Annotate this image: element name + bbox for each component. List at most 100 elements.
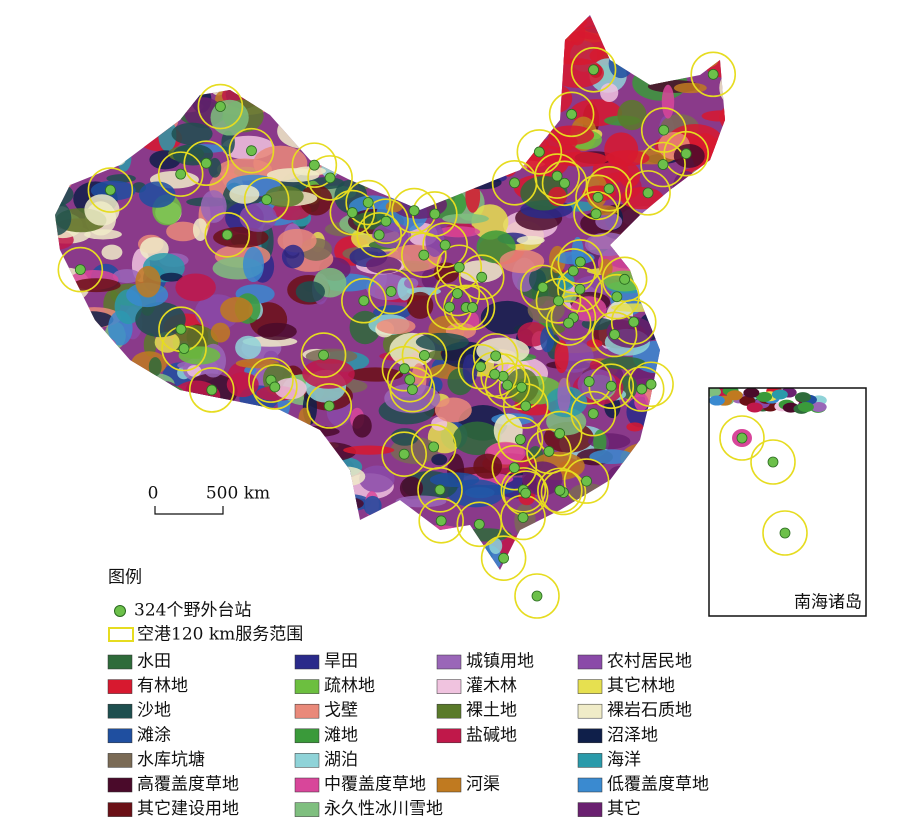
land-patch bbox=[138, 181, 176, 208]
land-patch bbox=[415, 0, 449, 11]
land-patch bbox=[693, 216, 725, 230]
service-buffer bbox=[762, 510, 808, 556]
legend-label: 高覆盖度草地 bbox=[137, 775, 239, 795]
station bbox=[385, 286, 397, 297]
land-patch bbox=[661, 15, 694, 31]
land-patch bbox=[570, 529, 614, 560]
station bbox=[104, 184, 116, 196]
land-patch bbox=[55, 449, 60, 486]
land-patch bbox=[138, 529, 156, 544]
station bbox=[502, 379, 513, 391]
land-patch bbox=[617, 15, 651, 23]
land-patch bbox=[55, 89, 61, 105]
land-patch bbox=[55, 148, 97, 173]
land-patch bbox=[55, 489, 84, 512]
land-patch bbox=[266, 89, 298, 116]
land-patch bbox=[287, 97, 344, 133]
land-patch bbox=[606, 316, 654, 348]
land-patch bbox=[703, 217, 725, 250]
land-patch bbox=[363, 495, 382, 516]
land-patch bbox=[698, 190, 725, 227]
land-patch bbox=[58, 333, 108, 368]
land-patch bbox=[614, 29, 633, 51]
land-patch bbox=[175, 273, 216, 302]
land-patch bbox=[55, 137, 85, 163]
land-patch bbox=[431, 454, 448, 466]
station bbox=[398, 448, 410, 460]
land-patch bbox=[699, 352, 725, 373]
land-patch bbox=[635, 512, 657, 543]
land-patch bbox=[530, 15, 581, 35]
land-patch bbox=[421, 268, 437, 289]
land-patch bbox=[269, 62, 316, 74]
land-patch bbox=[32, 64, 49, 78]
land-patch bbox=[156, 74, 172, 98]
station bbox=[451, 288, 463, 299]
land-patch bbox=[413, 50, 429, 87]
land-patch bbox=[365, 553, 402, 562]
station bbox=[358, 295, 370, 307]
legend-label: 湖泊 bbox=[324, 750, 358, 770]
land-patch bbox=[358, 560, 378, 570]
land-patch bbox=[165, 17, 178, 41]
service-buffer bbox=[618, 366, 665, 412]
land-patch bbox=[352, 414, 372, 438]
land-patch bbox=[115, 29, 155, 64]
land-patch bbox=[55, 484, 59, 498]
land-patch bbox=[618, 563, 640, 570]
legend-swatch bbox=[294, 802, 320, 817]
land-patch bbox=[680, 217, 698, 240]
land-patch bbox=[413, 15, 458, 41]
inset-frame bbox=[708, 387, 867, 617]
land-patch bbox=[150, 510, 185, 545]
legend-label: 水田 bbox=[137, 652, 171, 672]
land-patch bbox=[222, 521, 254, 543]
land-patch bbox=[159, 272, 183, 282]
legend-label: 永久性冰川雪地 bbox=[324, 799, 443, 819]
service-buffer bbox=[368, 268, 414, 315]
service-buffer bbox=[422, 222, 468, 268]
land-patch bbox=[572, 527, 588, 538]
legend-swatch bbox=[436, 728, 462, 744]
land-patch bbox=[188, 38, 211, 48]
land-patch bbox=[346, 92, 393, 106]
land-patch bbox=[228, 48, 260, 64]
land-patch bbox=[258, 541, 303, 570]
service-buffer bbox=[514, 573, 560, 619]
land-patch bbox=[71, 311, 114, 329]
land-patch bbox=[142, 77, 159, 95]
land-patch bbox=[620, 442, 673, 475]
station bbox=[175, 168, 187, 180]
legend-swatch bbox=[294, 654, 320, 670]
service-buffer bbox=[570, 390, 617, 437]
land-patch bbox=[55, 307, 65, 322]
land-patch bbox=[655, 239, 668, 265]
service-buffer bbox=[345, 179, 391, 226]
land-patch bbox=[142, 503, 196, 539]
land-patch bbox=[224, 527, 269, 560]
land-patch bbox=[89, 523, 138, 544]
station bbox=[516, 381, 528, 393]
land-patch bbox=[80, 71, 135, 82]
service-buffer bbox=[87, 167, 134, 213]
land-patch bbox=[348, 367, 404, 382]
station bbox=[346, 207, 358, 218]
land-patch bbox=[206, 400, 246, 419]
land-patch bbox=[156, 0, 197, 9]
land-patch bbox=[316, 70, 371, 97]
land-patch bbox=[34, 470, 48, 500]
land-patch bbox=[77, 352, 96, 385]
station bbox=[658, 124, 670, 136]
legend-label: 沼泽地 bbox=[607, 725, 658, 745]
inset-land bbox=[709, 388, 827, 447]
land-patch bbox=[298, 407, 312, 431]
land-patch bbox=[488, 95, 507, 119]
land-patch bbox=[656, 276, 678, 292]
land-patch bbox=[145, 426, 159, 461]
land-patch bbox=[434, 539, 457, 552]
land-patch bbox=[666, 459, 707, 484]
land-patch bbox=[405, 530, 419, 565]
land-patch bbox=[78, 40, 120, 72]
land-patch bbox=[124, 379, 138, 404]
land-patch bbox=[68, 158, 86, 174]
